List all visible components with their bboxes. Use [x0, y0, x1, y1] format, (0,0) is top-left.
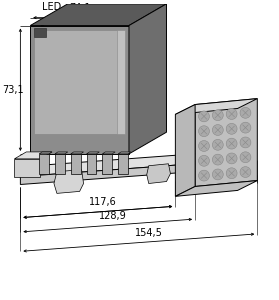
Polygon shape [20, 160, 247, 184]
Polygon shape [175, 104, 195, 196]
Circle shape [240, 152, 251, 163]
Polygon shape [147, 164, 170, 184]
Circle shape [226, 168, 237, 179]
Polygon shape [15, 159, 40, 177]
Circle shape [240, 107, 251, 118]
Polygon shape [129, 4, 167, 154]
Circle shape [226, 109, 237, 119]
Polygon shape [175, 181, 257, 196]
Polygon shape [39, 154, 49, 174]
Text: 73,1: 73,1 [3, 85, 24, 95]
Text: 154,5: 154,5 [135, 228, 163, 238]
Circle shape [199, 111, 210, 122]
Circle shape [212, 140, 223, 150]
Circle shape [226, 123, 237, 134]
Circle shape [199, 170, 210, 181]
Polygon shape [175, 99, 257, 114]
Polygon shape [55, 152, 68, 154]
Polygon shape [117, 29, 125, 134]
Circle shape [212, 169, 223, 180]
Polygon shape [34, 28, 46, 38]
Circle shape [212, 154, 223, 165]
Circle shape [212, 124, 223, 135]
Polygon shape [71, 154, 81, 174]
Circle shape [240, 137, 251, 148]
Text: LED: LED [42, 2, 62, 12]
Circle shape [199, 155, 210, 166]
Polygon shape [15, 152, 52, 159]
Polygon shape [54, 170, 83, 194]
Circle shape [240, 167, 251, 178]
Polygon shape [30, 4, 167, 26]
Polygon shape [102, 154, 112, 174]
Polygon shape [71, 152, 83, 154]
Polygon shape [34, 29, 125, 134]
Polygon shape [55, 154, 65, 174]
Circle shape [152, 166, 160, 174]
Polygon shape [20, 150, 247, 177]
Circle shape [240, 122, 251, 133]
Polygon shape [86, 154, 96, 174]
Text: 12,6: 12,6 [215, 164, 237, 174]
Polygon shape [86, 152, 99, 154]
Polygon shape [102, 152, 115, 154]
Text: 128,9: 128,9 [99, 211, 127, 220]
Circle shape [212, 110, 223, 121]
Polygon shape [39, 152, 52, 154]
Polygon shape [118, 152, 131, 154]
Polygon shape [195, 99, 257, 187]
Text: 117,6: 117,6 [89, 197, 117, 207]
Circle shape [226, 138, 237, 149]
Circle shape [199, 141, 210, 152]
Circle shape [226, 153, 237, 164]
Text: 74,1: 74,1 [69, 3, 90, 13]
Polygon shape [118, 154, 128, 174]
Polygon shape [30, 26, 129, 154]
Circle shape [199, 126, 210, 136]
